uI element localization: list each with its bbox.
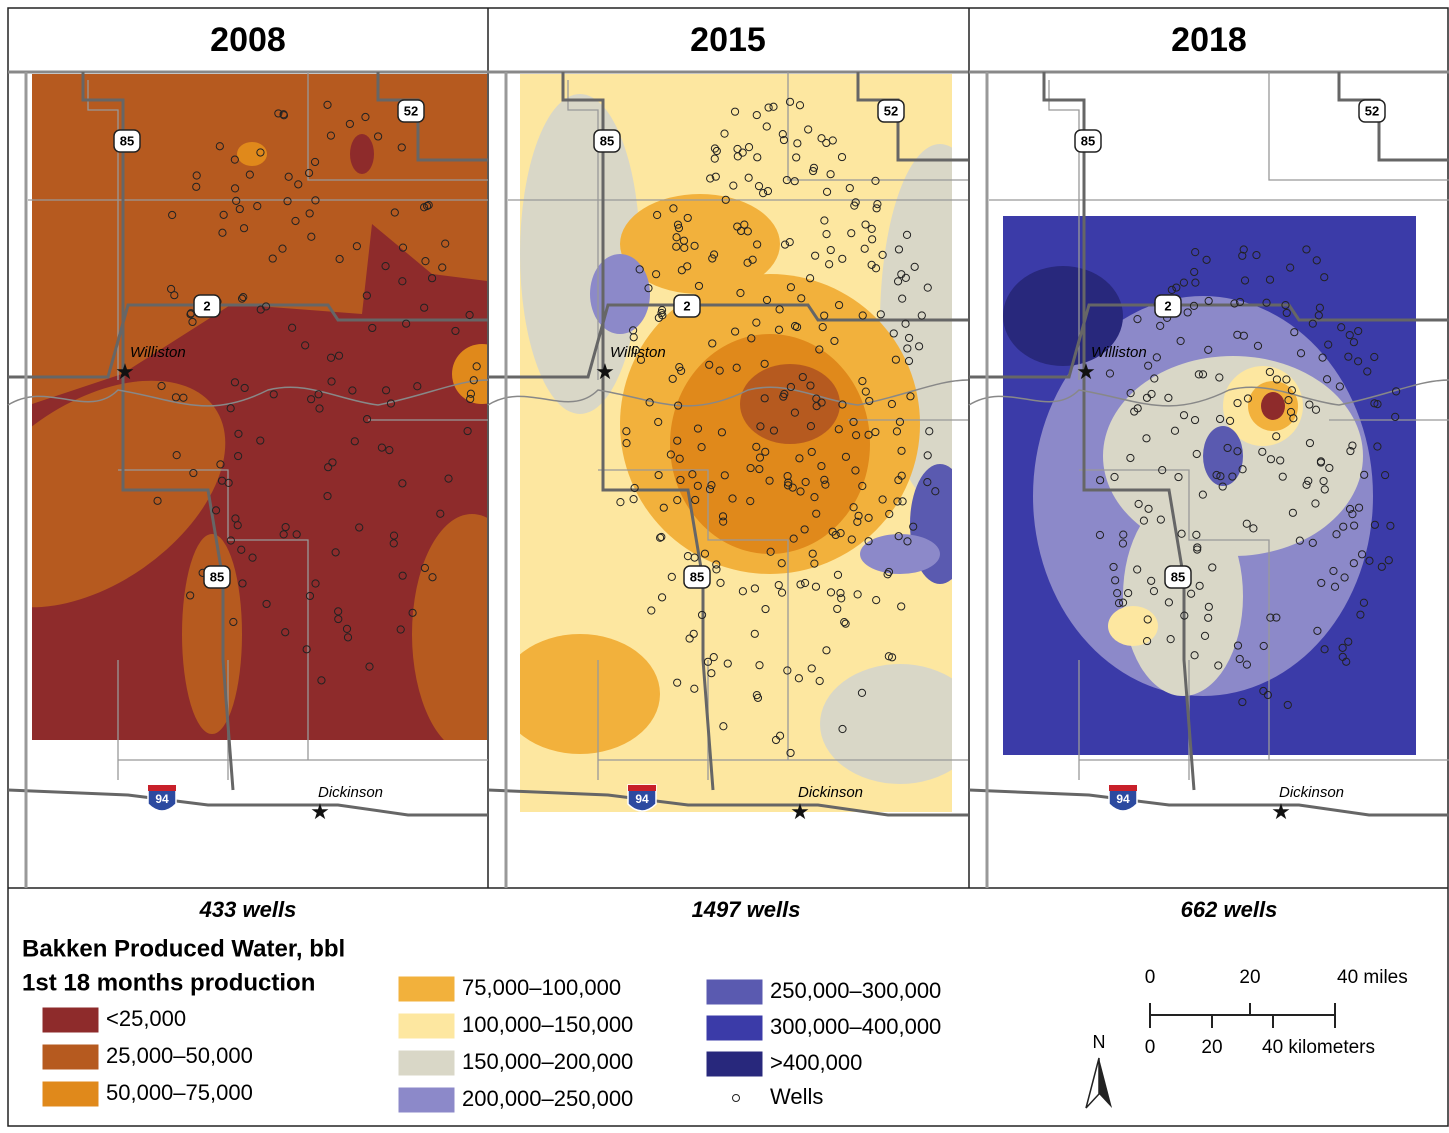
legend-label: 200,000–250,000	[462, 1086, 633, 1111]
surface-zone	[237, 142, 267, 166]
legend-label: 250,000–300,000	[770, 978, 941, 1003]
panel-title: 2008	[210, 21, 286, 59]
figure: 2008855228594★Williston★Dickinson433 wel…	[0, 0, 1449, 1128]
city-star: ★	[790, 799, 810, 824]
highway-label: 52	[1365, 103, 1379, 118]
highway-label: 94	[1116, 792, 1130, 806]
well-count: 662 wells	[1181, 897, 1278, 922]
well-count: 1497 wells	[692, 897, 801, 922]
surface-zone	[1203, 426, 1243, 486]
surface	[500, 74, 1000, 812]
interstate-cap	[628, 785, 656, 791]
city-label: Dickinson	[318, 784, 383, 801]
highway-label: 85	[1081, 133, 1095, 148]
surface-zone	[500, 634, 660, 754]
surface-fill	[500, 74, 1000, 812]
well-count: 433 wells	[199, 897, 297, 922]
surface-zone	[350, 134, 374, 174]
city-star: ★	[1076, 359, 1096, 384]
legend-label: 100,000–150,000	[462, 1012, 633, 1037]
city-label: Dickinson	[798, 784, 863, 801]
surface-fill	[1003, 216, 1416, 755]
legend-label: Wells	[770, 1084, 823, 1109]
legend-title: Bakken Produced Water, bbl	[22, 935, 345, 962]
highway-label: 52	[404, 103, 418, 118]
legend-label: >400,000	[770, 1050, 862, 1075]
legend-swatch	[42, 1081, 99, 1107]
highway-label: 85	[1171, 569, 1185, 584]
highway-label: 85	[120, 133, 134, 148]
highway-label: 94	[155, 792, 169, 806]
surface	[0, 74, 532, 754]
highway-label: 2	[1164, 298, 1171, 313]
panel-title: 2015	[690, 21, 766, 59]
legend-label: 75,000–100,000	[462, 975, 621, 1000]
scale-label: 20	[1201, 1037, 1222, 1058]
legend-label: 25,000–50,000	[106, 1043, 253, 1068]
city-label: Williston	[130, 344, 186, 361]
legend-swatch	[706, 979, 763, 1005]
legend-swatch	[706, 1015, 763, 1041]
north-label: N	[1093, 1032, 1106, 1052]
city-star: ★	[595, 359, 615, 384]
legend-swatch	[398, 1013, 455, 1039]
legend-swatch	[42, 1044, 99, 1070]
highway-label: 52	[884, 103, 898, 118]
highway-label: 85	[690, 569, 704, 584]
scale-label: 40 miles	[1337, 967, 1408, 988]
highway-label: 85	[600, 133, 614, 148]
highway-label: 85	[210, 569, 224, 584]
highway-label: 2	[683, 298, 690, 313]
highway-label: 2	[203, 298, 210, 313]
surface-zone	[182, 534, 242, 734]
city-star: ★	[115, 359, 135, 384]
city-label: Williston	[610, 344, 666, 361]
legend-label: 150,000–200,000	[462, 1049, 633, 1074]
city-label: Williston	[1091, 344, 1147, 361]
scale-label: 20	[1239, 967, 1260, 988]
scale-label: 0	[1145, 967, 1156, 988]
interstate-cap	[1109, 785, 1137, 791]
legend-swatch	[706, 1051, 763, 1077]
city-star: ★	[1271, 799, 1291, 824]
surface-zone	[1261, 392, 1285, 420]
legend-label: <25,000	[106, 1006, 186, 1031]
city-star: ★	[310, 799, 330, 824]
legend-swatch	[398, 1050, 455, 1076]
legend-label: 300,000–400,000	[770, 1014, 941, 1039]
surface	[1003, 216, 1416, 755]
legend-title: 1st 18 months production	[22, 969, 315, 996]
legend-label: 50,000–75,000	[106, 1080, 253, 1105]
surface-fill	[0, 74, 532, 754]
highway-label: 94	[635, 792, 649, 806]
legend-swatch	[42, 1007, 99, 1033]
city-label: Dickinson	[1279, 784, 1344, 801]
scale-label: 0	[1145, 1037, 1156, 1058]
legend-swatch	[398, 976, 455, 1002]
scale-label: 40 kilometers	[1262, 1037, 1375, 1058]
legend-swatch	[398, 1087, 455, 1113]
panel-title: 2018	[1171, 21, 1247, 59]
panel: 2015855228594★Williston★Dickinson1497 we…	[488, 21, 1000, 922]
interstate-cap	[148, 785, 176, 791]
